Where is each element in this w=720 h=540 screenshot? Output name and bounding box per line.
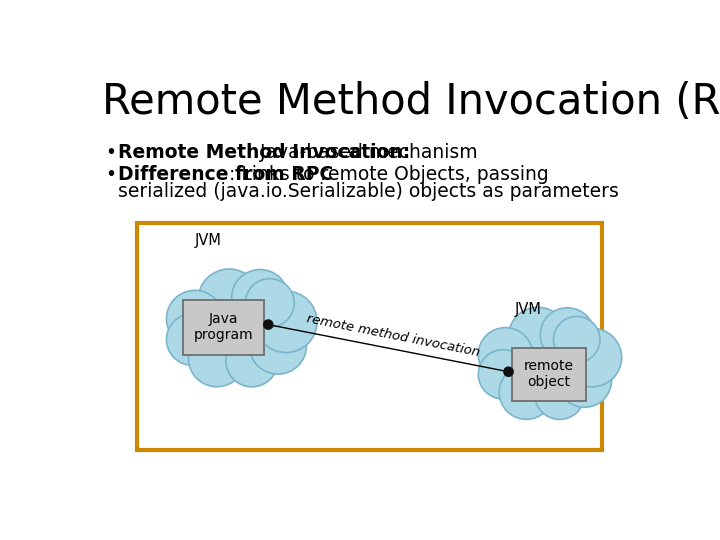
Text: Difference from RPC: Difference from RPC [118, 165, 333, 184]
Circle shape [264, 320, 273, 329]
Text: JVM: JVM [194, 233, 222, 248]
FancyBboxPatch shape [513, 348, 586, 401]
Text: Remote Method Invocation:: Remote Method Invocation: [118, 143, 410, 163]
Circle shape [557, 353, 611, 407]
Circle shape [540, 308, 595, 362]
Text: serialized (java.io.Serializable) objects as parameters: serialized (java.io.Serializable) object… [118, 182, 618, 201]
Circle shape [232, 269, 289, 326]
Circle shape [478, 350, 528, 399]
FancyBboxPatch shape [183, 300, 264, 355]
Text: •: • [106, 165, 117, 184]
Circle shape [504, 367, 513, 376]
Text: remote method invocation: remote method invocation [306, 312, 481, 359]
Circle shape [554, 316, 600, 363]
Circle shape [226, 335, 278, 387]
Text: •: • [106, 143, 117, 163]
Circle shape [508, 307, 567, 366]
Circle shape [166, 314, 219, 366]
FancyBboxPatch shape [137, 222, 601, 450]
Circle shape [499, 366, 554, 420]
Circle shape [478, 328, 533, 381]
Text: Java-based mechanism: Java-based mechanism [248, 143, 478, 163]
Text: JVM: JVM [515, 302, 541, 317]
Circle shape [195, 286, 279, 370]
Circle shape [505, 323, 586, 403]
Circle shape [189, 330, 246, 387]
Text: remote
object: remote object [524, 359, 574, 389]
Text: Remote Method Invocation (RMI): Remote Method Invocation (RMI) [102, 81, 720, 123]
Circle shape [198, 269, 260, 330]
Circle shape [166, 291, 223, 347]
Circle shape [246, 279, 294, 327]
Circle shape [563, 328, 621, 387]
Circle shape [249, 318, 307, 374]
Circle shape [535, 370, 585, 420]
Text: : Links to remote Objects, passing: : Links to remote Objects, passing [229, 165, 549, 184]
Text: Java
program: Java program [194, 312, 253, 342]
Circle shape [255, 291, 317, 353]
